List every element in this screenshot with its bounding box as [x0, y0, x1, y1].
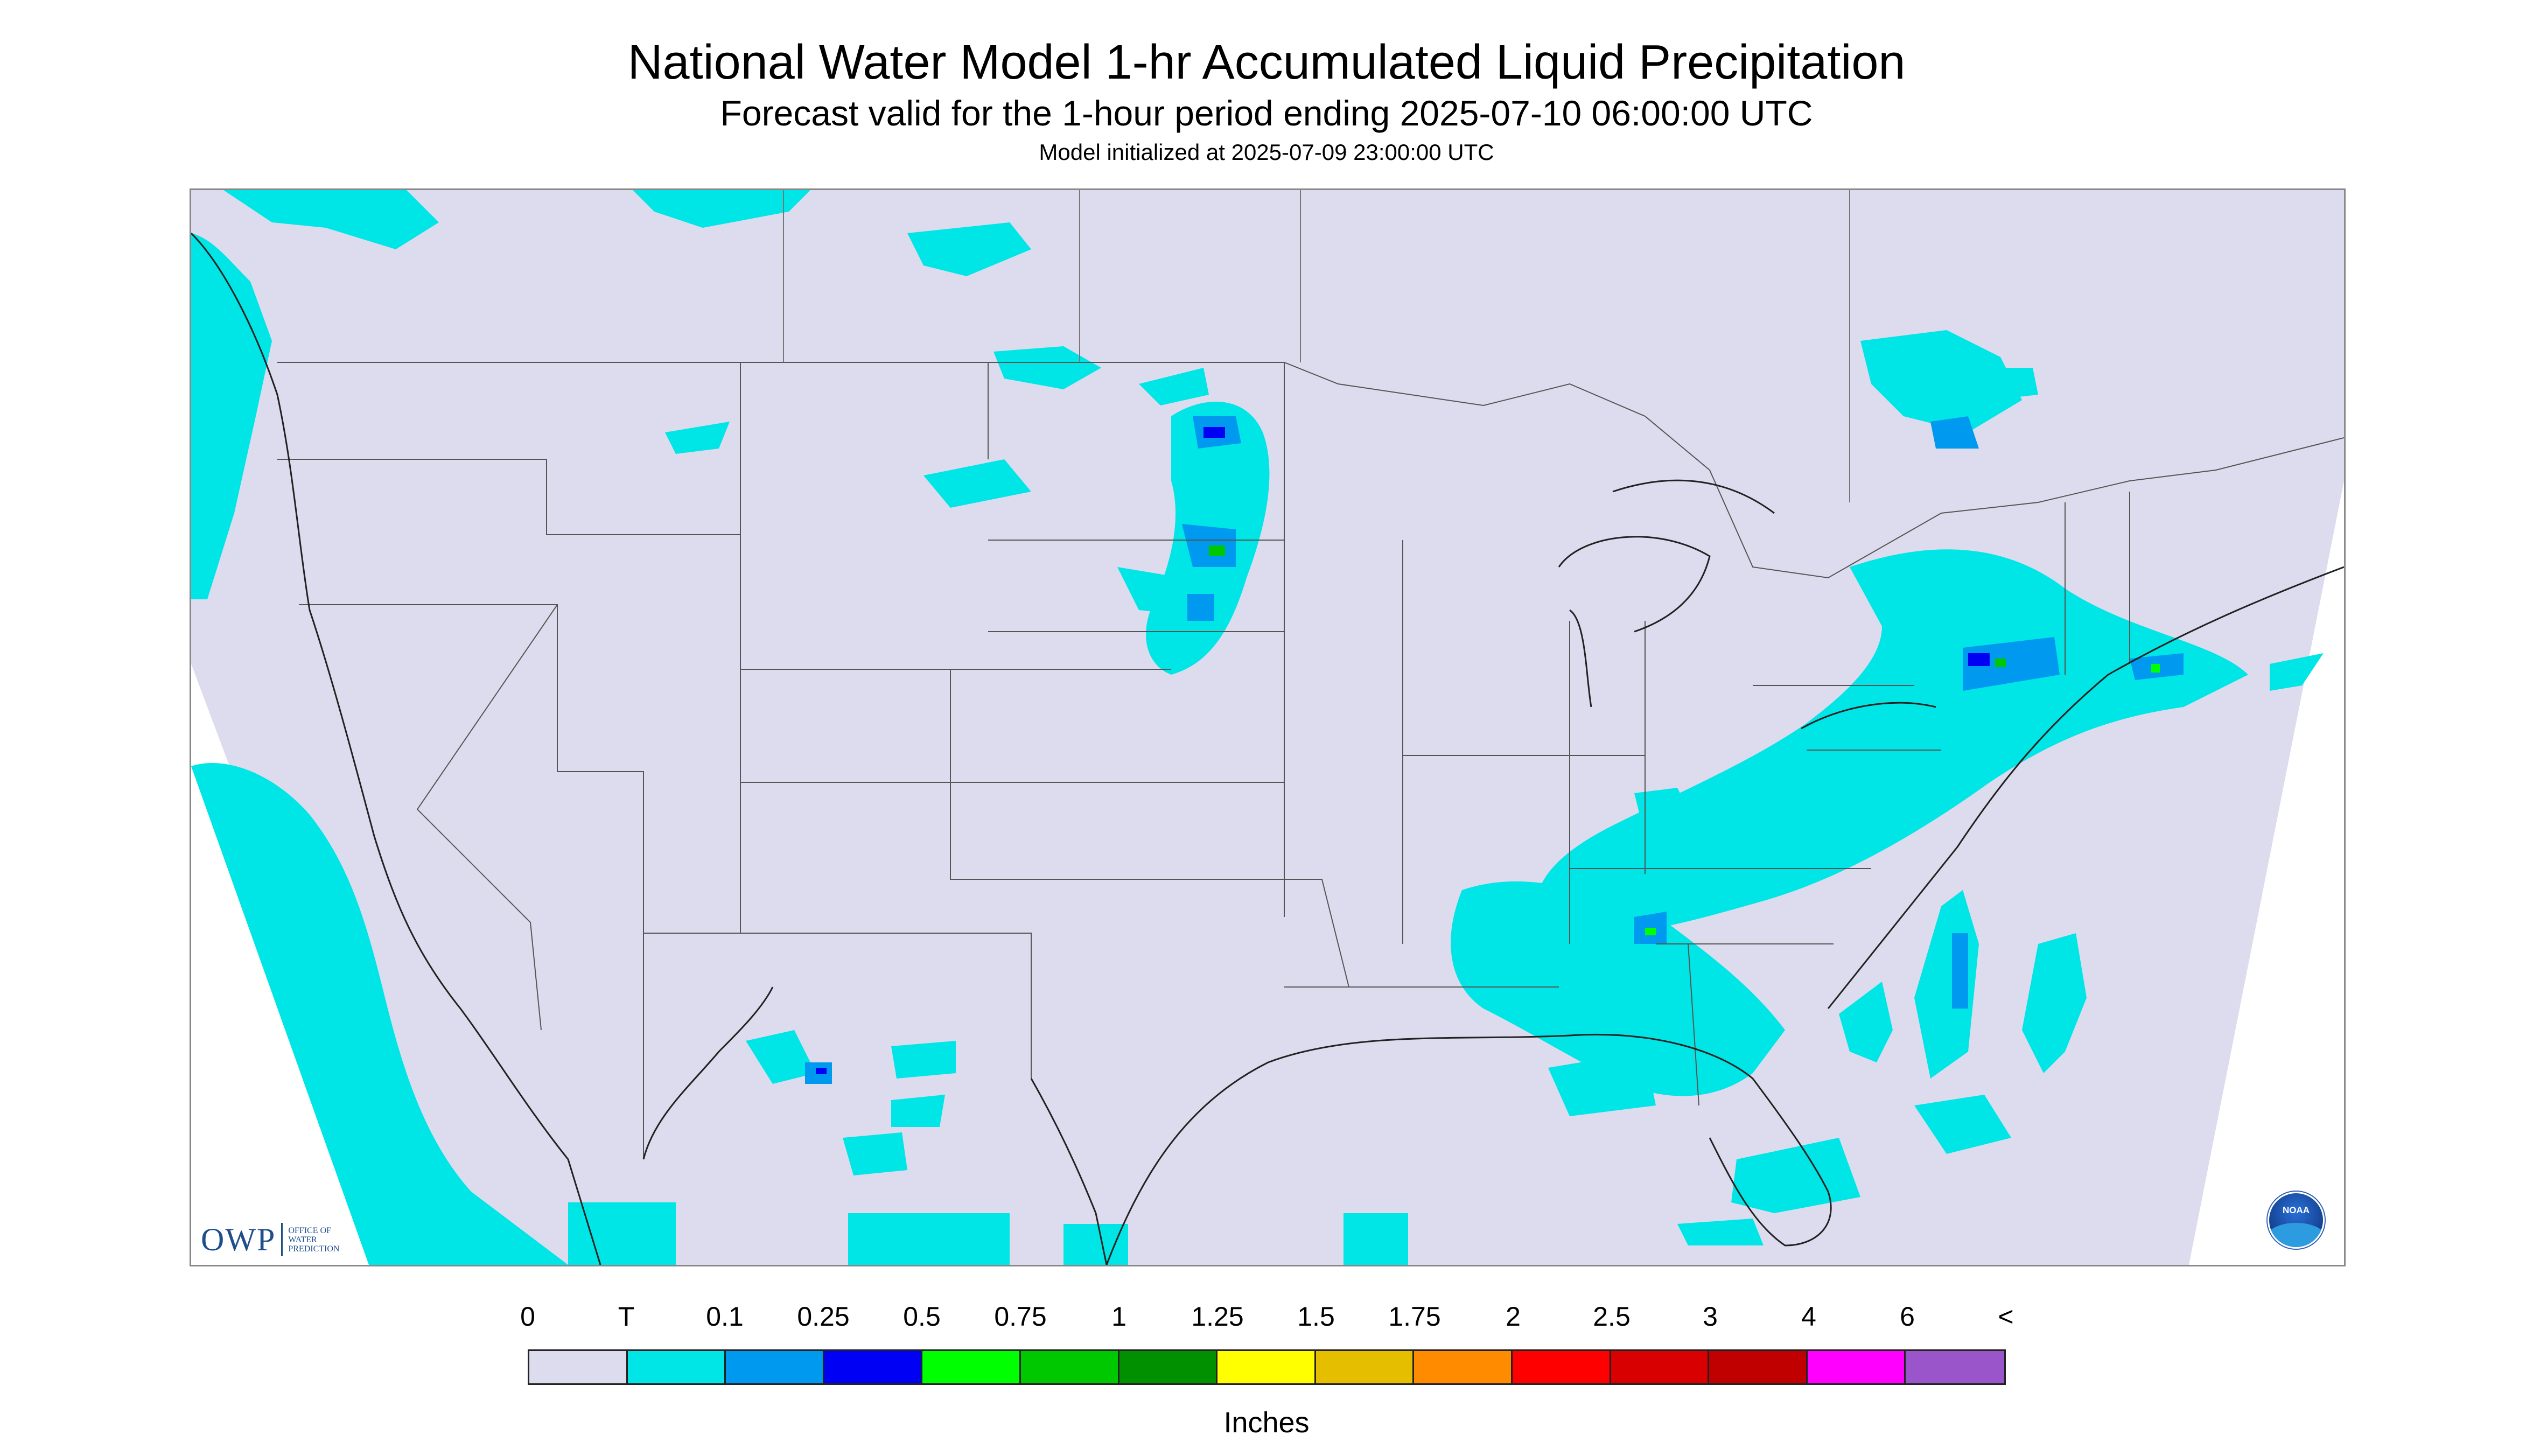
legend-swatch: [1906, 1351, 2004, 1383]
noaa-wave-icon: [2269, 1223, 2323, 1247]
noaa-logo: NOAA: [2268, 1192, 2325, 1249]
legend-swatch: [1512, 1351, 1611, 1383]
owp-logo: OWP OFFICE OF WATER PREDICTION: [201, 1221, 339, 1258]
legend-swatch: [1709, 1351, 1808, 1383]
owp-logo-divider: [281, 1223, 283, 1256]
legend-swatch: [1217, 1351, 1316, 1383]
precip-trace-layer: [191, 190, 2324, 1265]
legend-swatch: [1611, 1351, 1710, 1383]
legend-swatch: [1807, 1351, 1906, 1383]
map-title: National Water Model 1-hr Accumulated Li…: [627, 36, 1906, 89]
legend-tick-label: 6: [1900, 1301, 1915, 1332]
owp-logo-letters: OWP: [201, 1221, 276, 1257]
legend-tick-label: T: [618, 1301, 635, 1332]
legend-tick-label: 0.25: [797, 1301, 850, 1332]
precip-moderate-layer: [816, 427, 2160, 1074]
legend-swatch: [922, 1351, 1021, 1383]
legend-tick-label: 1.5: [1297, 1301, 1335, 1332]
map-canvas: [191, 190, 2344, 1265]
noaa-logo-label: NOAA: [2282, 1205, 2310, 1215]
legend-tick-label: 0.75: [994, 1301, 1047, 1332]
valid-time-subtitle: Forecast valid for the 1-hour period end…: [720, 93, 1813, 133]
legend-swatch: [726, 1351, 824, 1383]
legend-units-label: Inches: [1223, 1406, 1310, 1439]
legend-tick-label: 3: [1703, 1301, 1718, 1332]
legend-tick-label: 2: [1506, 1301, 1521, 1332]
legend-swatch: [529, 1351, 628, 1383]
legend-swatch: [1316, 1351, 1415, 1383]
legend-color-bar: [528, 1349, 2006, 1385]
legend-tick-labels: 0 T 0.1 0.25 0.5 0.75 1 1.25 1.5 1.75 2 2.5 3 4 6 <: [0, 1300, 2533, 1338]
precipitation-map[interactable]: OWP OFFICE OF WATER PREDICTION NOAA: [190, 188, 2346, 1266]
legend-tick-label: 0.1: [706, 1301, 744, 1332]
legend-tick-label: 0.5: [903, 1301, 941, 1332]
canada-provinces: [783, 190, 1850, 502]
legend-tick-label: <: [1998, 1301, 2014, 1332]
owp-logo-text: OFFICE OF WATER PREDICTION: [288, 1226, 339, 1254]
legend-tick-label: 1.75: [1388, 1301, 1441, 1332]
legend-tick-label: 1: [1111, 1301, 1126, 1332]
legend-swatch: [1414, 1351, 1513, 1383]
owp-logo-line: OFFICE OF: [288, 1226, 331, 1235]
legend-swatch: [1020, 1351, 1119, 1383]
legend-tick-label: 2.5: [1593, 1301, 1631, 1332]
legend-tick-label: 4: [1801, 1301, 1816, 1332]
legend-swatch: [1119, 1351, 1218, 1383]
owp-logo-line: WATER: [288, 1235, 317, 1244]
legend-tick-label: 0: [520, 1301, 535, 1332]
legend-swatch: [824, 1351, 923, 1383]
legend-tick-label: 1.25: [1191, 1301, 1244, 1332]
owp-logo-line: PREDICTION: [288, 1244, 340, 1254]
init-time-label: Model initialized at 2025-07-09 23:00:00…: [1039, 139, 1494, 165]
legend-swatch: [627, 1351, 726, 1383]
coastlines: [191, 232, 2344, 1265]
state-boundaries: [277, 362, 2344, 1159]
